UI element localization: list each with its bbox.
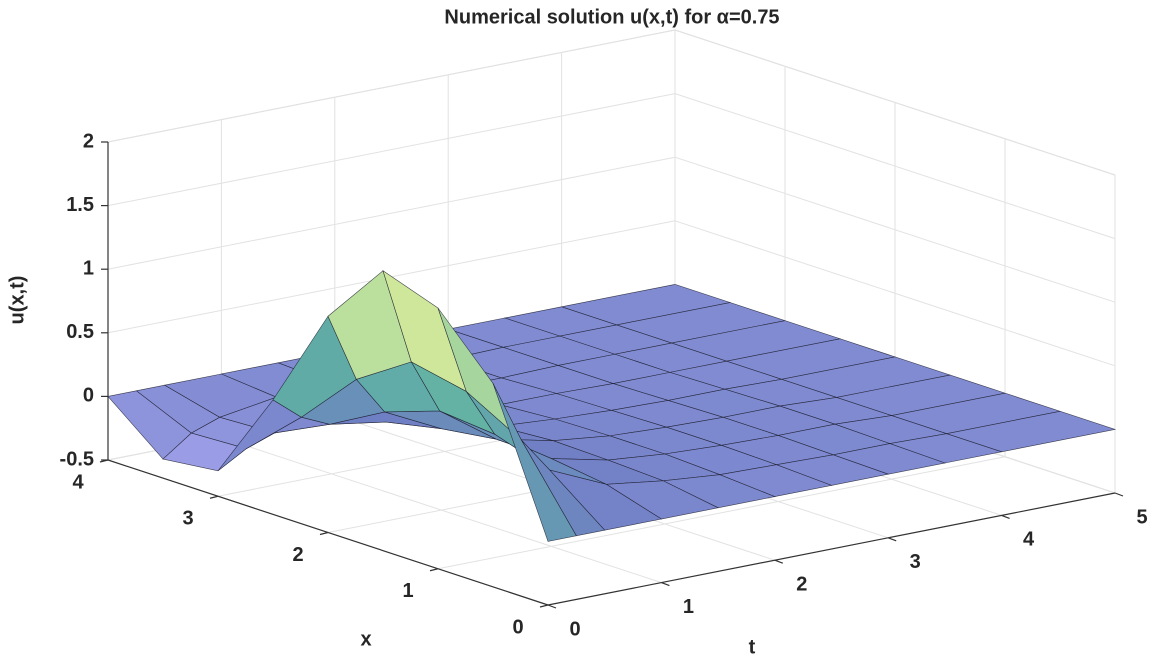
x-tick-label: 2: [796, 573, 807, 595]
z-axis-label: u(x,t): [6, 276, 28, 325]
t-tick: [547, 604, 557, 609]
x-tick: [209, 495, 219, 499]
x-tick: [539, 604, 549, 608]
x-tick-label: 4: [1023, 529, 1035, 551]
chart-title: Numerical solution u(x,t) for α=0.75: [444, 6, 779, 28]
x-tick: [319, 531, 329, 536]
t-tick: [661, 582, 670, 587]
z-tick-label: 0: [83, 385, 94, 407]
z-tick-label: -0.5: [60, 448, 94, 470]
x-tick: [429, 568, 439, 572]
grid-line: [107, 29, 676, 143]
x-tick: [99, 459, 109, 463]
x-axis-label: x: [360, 628, 371, 650]
x-tick-label: 0: [569, 618, 580, 640]
x-tick-label: 1: [402, 580, 413, 602]
t-tick: [1001, 514, 1010, 519]
x-tick-label: 0: [512, 616, 523, 638]
t-axis: [547, 492, 1116, 606]
x-tick-label: 5: [1136, 506, 1147, 528]
grid-line: [107, 93, 676, 207]
t-tick: [887, 537, 897, 542]
z-tick-label: 0.5: [66, 321, 94, 343]
z-tick-label: 1: [83, 257, 94, 279]
x-tick-label: 3: [182, 508, 193, 530]
z-tick-label: 1.5: [66, 194, 94, 216]
t-tick: [774, 559, 784, 564]
t-tick: [1114, 492, 1124, 497]
grid-line: [437, 456, 1006, 570]
grid-line: [107, 156, 676, 270]
x-tick-label: 4: [72, 471, 84, 493]
surface-patch: [492, 383, 577, 542]
x-tick-label: 2: [292, 544, 303, 566]
x-tick-label: 1: [683, 596, 694, 618]
grid-line: [221, 437, 662, 584]
x-tick-label: 3: [910, 551, 921, 573]
z-tick-label: 2: [83, 130, 94, 152]
t-axis-label: t: [749, 636, 756, 658]
